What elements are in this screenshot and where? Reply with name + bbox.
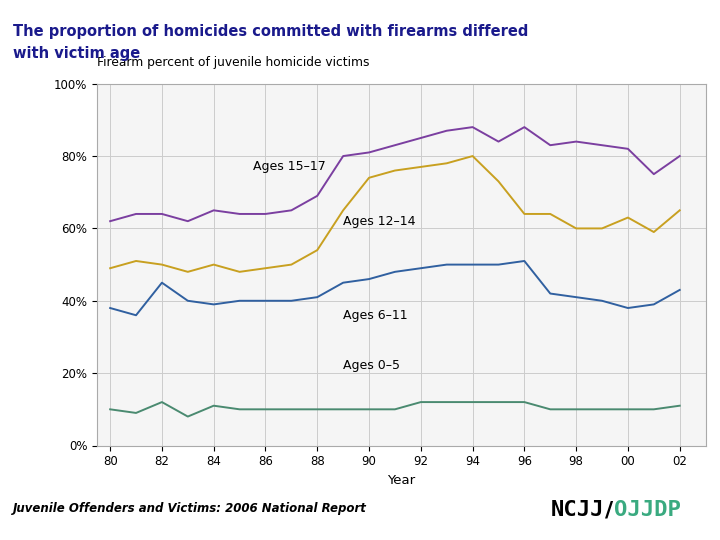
Text: The proportion of homicides committed with firearms differed: The proportion of homicides committed wi…	[13, 24, 528, 39]
Text: Ages 15–17: Ages 15–17	[253, 160, 325, 173]
Text: NCJJ: NCJJ	[551, 500, 604, 521]
Text: Firearm percent of juvenile homicide victims: Firearm percent of juvenile homicide vic…	[97, 56, 369, 69]
Text: Ages 0–5: Ages 0–5	[343, 360, 400, 373]
Text: with victim age: with victim age	[13, 46, 140, 61]
Text: OJJDP: OJJDP	[614, 500, 681, 521]
Text: Ages 12–14: Ages 12–14	[343, 215, 415, 228]
Text: Ages 6–11: Ages 6–11	[343, 309, 408, 322]
X-axis label: Year: Year	[387, 474, 415, 487]
Text: Juvenile Offenders and Victims: 2006 National Report: Juvenile Offenders and Victims: 2006 Nat…	[13, 502, 366, 515]
Text: /: /	[605, 500, 613, 521]
